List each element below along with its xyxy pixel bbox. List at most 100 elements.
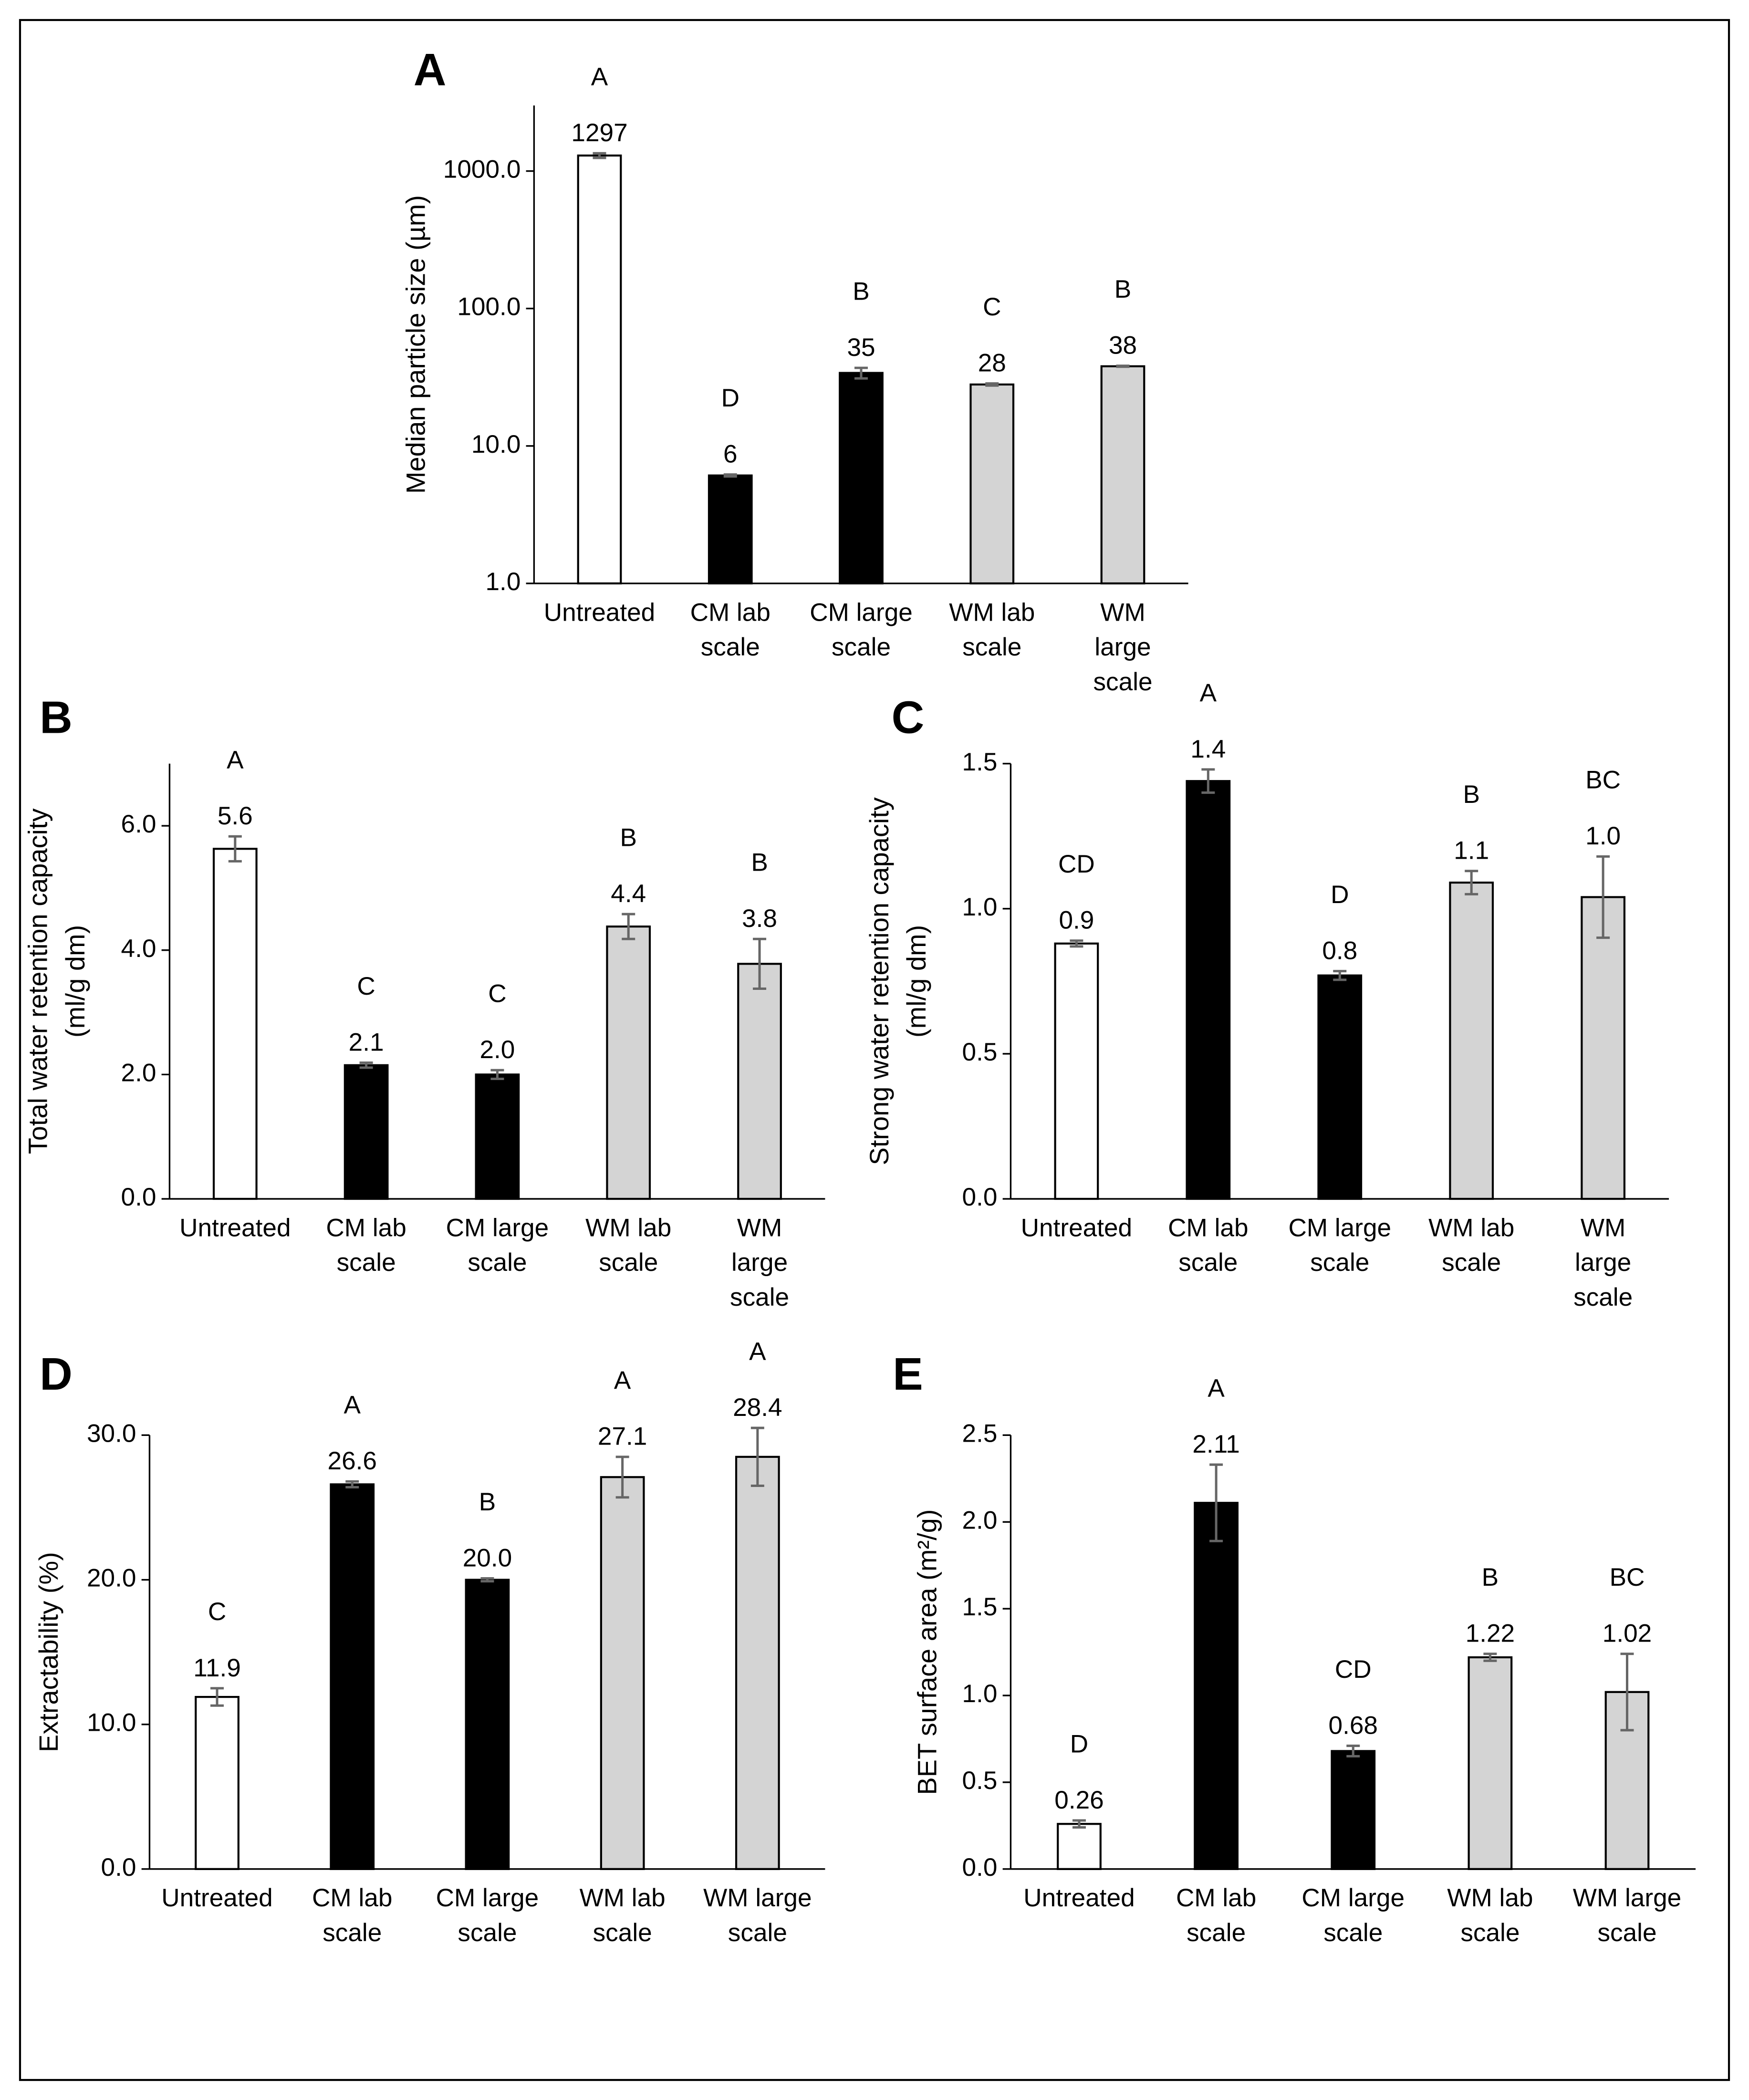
error-bar [615, 1455, 629, 1499]
error-bar [345, 1480, 359, 1489]
y-tick-label: 1.5 [962, 1593, 998, 1621]
error-bar [210, 1687, 224, 1707]
y-tick-label: 4.0 [121, 935, 156, 963]
significance-letter: B [620, 823, 637, 852]
value-label: 1297 [571, 119, 627, 147]
x-tick-label: WM lab scale [1447, 1884, 1533, 1947]
x-tick-label: WM lab scale [1428, 1214, 1514, 1277]
y-tick-label: 0.5 [962, 1038, 998, 1066]
value-label: 2.0 [479, 1036, 515, 1064]
error-bar [1483, 1653, 1497, 1662]
significance-letter: CD [1058, 850, 1095, 878]
y-tick-label: 10.0 [471, 430, 521, 458]
y-tick-label: 100.0 [457, 293, 521, 321]
value-label: 0.9 [1059, 906, 1094, 935]
y-axis-label: Median particle size (µm) [401, 195, 431, 494]
x-tick-label: Untreated [179, 1214, 291, 1242]
value-label: 11.9 [193, 1654, 241, 1682]
bar [1581, 896, 1626, 1200]
value-label: 0.68 [1329, 1711, 1378, 1739]
bar [600, 1476, 645, 1870]
significance-letter: B [1114, 275, 1131, 303]
y-tick-label: 0.0 [121, 1183, 156, 1211]
error-bar [1072, 1819, 1086, 1829]
error-bar [985, 382, 999, 387]
x-tick-label: Untreated [161, 1884, 272, 1912]
y-axis-label: (ml/g dm) [60, 925, 90, 1038]
error-bar [1346, 1745, 1360, 1757]
y-tick-label: 1.0 [485, 568, 521, 596]
y-tick-label: 1.0 [962, 1680, 998, 1708]
y-axis-label: Total water retention capacity [23, 809, 53, 1154]
error-bar [490, 1069, 504, 1081]
error-bar [753, 937, 767, 990]
bar [330, 1483, 375, 1870]
x-tick-label: Untreated [1021, 1214, 1132, 1242]
significance-letter: A [227, 746, 244, 774]
bar [475, 1073, 520, 1200]
bar [1100, 365, 1145, 585]
significance-letter: C [983, 293, 1001, 321]
y-tick-label: 1000.0 [443, 156, 521, 184]
value-label: 28.4 [733, 1393, 782, 1422]
panel-label: E [893, 1349, 923, 1400]
frame [19, 19, 1730, 2081]
value-label: 1.22 [1466, 1620, 1515, 1648]
significance-letter: B [853, 277, 869, 305]
value-label: 1.0 [1585, 822, 1621, 850]
error-bar [622, 913, 635, 940]
x-tick-label: CM lab scale [312, 1884, 392, 1947]
value-label: 6 [723, 440, 738, 468]
bar [212, 848, 258, 1200]
y-tick-label: 2.0 [962, 1506, 998, 1534]
y-tick-label: 1.5 [962, 748, 998, 776]
y-tick-label: 0.0 [101, 1853, 136, 1882]
x-tick-label: CM large scale [446, 1214, 549, 1277]
x-tick-label: WM large scale [703, 1884, 812, 1947]
significance-letter: B [751, 849, 768, 877]
bar [606, 925, 651, 1200]
significance-letter: A [749, 1338, 766, 1366]
x-tick-label: WM large scale [1573, 1214, 1633, 1311]
bar [577, 154, 622, 585]
value-label: 35 [847, 333, 875, 362]
x-tick-label: CM large scale [1301, 1884, 1405, 1947]
error-bar [1596, 855, 1610, 939]
x-tick-label: WM lab scale [949, 598, 1035, 661]
y-tick-label: 2.0 [121, 1059, 156, 1087]
bar [708, 474, 753, 585]
error-bar [723, 473, 737, 478]
significance-letter: CD [1335, 1655, 1372, 1684]
y-tick-label: 1.0 [962, 893, 998, 921]
x-tick-label: WM large scale [730, 1214, 789, 1311]
significance-letter: BC [1585, 766, 1621, 794]
error-bar [1209, 1463, 1223, 1542]
value-label: 3.8 [742, 904, 777, 933]
x-tick-label: CM lab scale [1176, 1884, 1256, 1947]
bar [1468, 1656, 1513, 1870]
bar [1331, 1750, 1376, 1870]
bar [1054, 942, 1099, 1200]
x-tick-label: WM lab scale [580, 1884, 666, 1947]
y-tick-label: 2.5 [962, 1419, 998, 1447]
y-tick-label: 30.0 [87, 1419, 136, 1447]
significance-letter: B [479, 1488, 496, 1516]
bar [839, 372, 884, 585]
significance-letter: C [357, 972, 375, 1000]
error-bar [750, 1426, 764, 1487]
error-bar [1116, 364, 1130, 368]
significance-letter: A [1208, 1374, 1225, 1403]
x-tick-label: CM large scale [810, 598, 913, 661]
y-axis-label: Extractability (%) [33, 1552, 63, 1752]
value-label: 1.02 [1603, 1620, 1652, 1648]
error-bar [593, 152, 606, 159]
bar [344, 1064, 389, 1200]
x-tick-label: CM large scale [1288, 1214, 1391, 1277]
panel-label: B [40, 692, 73, 743]
value-label: 0.26 [1054, 1786, 1104, 1814]
significance-letter: C [488, 980, 506, 1008]
error-bar [228, 835, 242, 863]
error-bar [480, 1577, 494, 1583]
